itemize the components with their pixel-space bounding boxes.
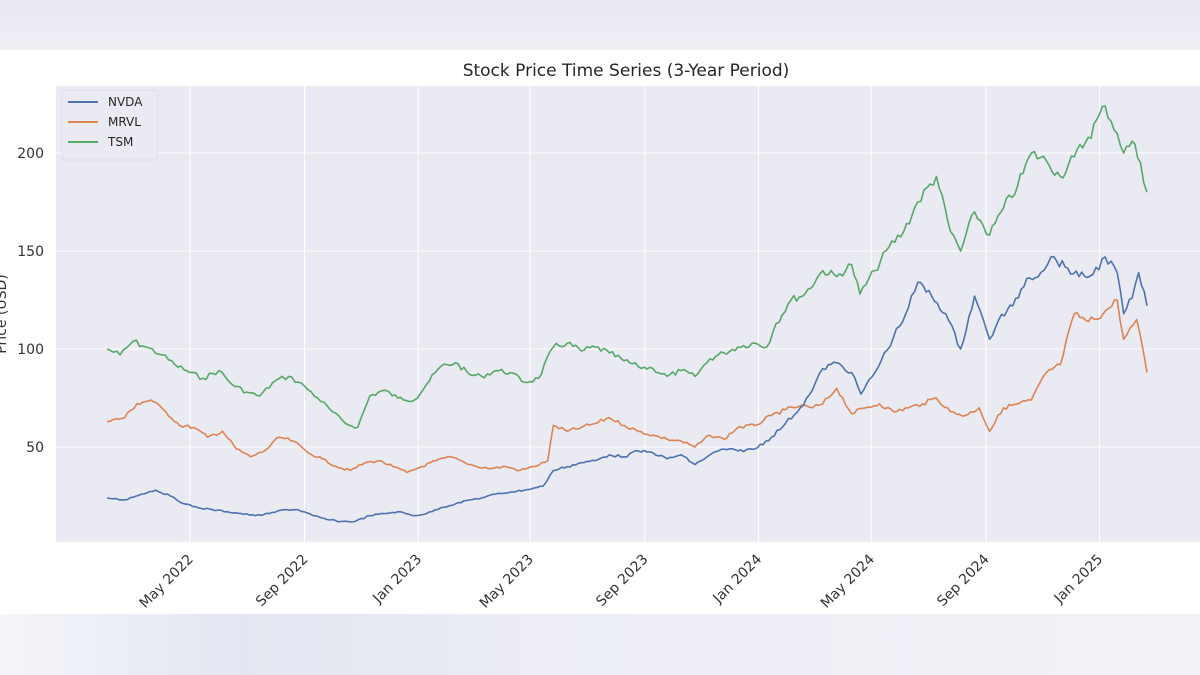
y-axis-label: Price (USD) <box>0 274 10 353</box>
x-tick-label: May 2024 <box>818 551 878 611</box>
x-tick-label: Sep 2024 <box>934 551 992 609</box>
x-tick-label: Jan 2023 <box>369 552 425 608</box>
plot-area <box>56 86 1200 542</box>
series-line-tsm <box>106 105 1148 429</box>
series-line-nvda <box>106 255 1148 523</box>
y-tick-label: 200 <box>17 146 44 162</box>
x-tick-label: Sep 2022 <box>253 552 311 610</box>
chart-title: Stock Price Time Series (3-Year Period) <box>463 61 790 81</box>
x-tick-label: Sep 2023 <box>593 552 651 610</box>
bottom-band <box>0 614 1200 675</box>
x-tick-label: Jan 2024 <box>710 551 766 607</box>
x-tick-labels: May 2022 Sep 2022 Jan 2023 May 2023 Sep 2023… <box>137 551 1107 611</box>
y-tick-label: 50 <box>26 440 44 456</box>
top-band <box>0 0 1200 50</box>
series-line-mrvl <box>106 299 1148 474</box>
legend-label-tsm: TSM <box>107 135 133 149</box>
series-lines <box>106 105 1148 523</box>
x-tick-label: May 2022 <box>137 552 197 612</box>
y-tick-label: 150 <box>17 244 44 260</box>
y-tick-labels: 50 100 150 200 <box>17 146 44 456</box>
legend-label-mrvl: MRVL <box>108 115 141 129</box>
x-tick-label: Jan 2025 <box>1051 552 1107 608</box>
legend: NVDA MRVL TSM <box>61 89 159 161</box>
x-tick-label: May 2023 <box>477 552 537 612</box>
gridlines <box>56 86 1200 542</box>
legend-label-nvda: NVDA <box>108 95 143 109</box>
y-tick-label: 100 <box>17 342 44 358</box>
